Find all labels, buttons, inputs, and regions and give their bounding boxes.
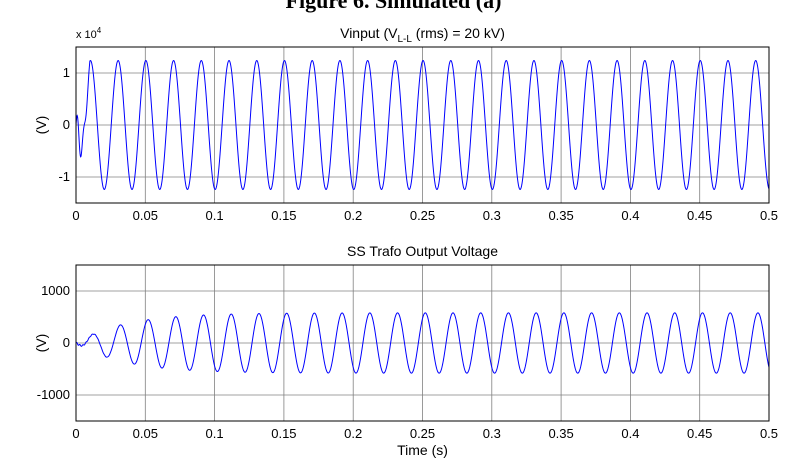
plot-trafo-output-y-axis-label: (V) bbox=[33, 334, 49, 353]
x-tick-label: 0.05 bbox=[133, 426, 158, 441]
plot-vinput-y-axis-label: (V) bbox=[33, 116, 49, 135]
plot-vinput-frame bbox=[75, 46, 770, 204]
x-tick-label: 0.45 bbox=[687, 208, 712, 223]
plot-trafo-output-y-ticks: -1000 0 1000 bbox=[37, 283, 70, 402]
x-tick-label: 0.2 bbox=[344, 208, 362, 223]
x-tick-label: 0.45 bbox=[687, 426, 712, 441]
x-tick-label: 0.3 bbox=[483, 426, 501, 441]
plot-trafo-output: 0 0.05 0.1 0.15 0.2 0.25 0.3 0.35 0.4 0.45 0.5 -10… bbox=[33, 243, 778, 458]
x-tick-label: 0.25 bbox=[410, 208, 435, 223]
x-tick-label: 0.4 bbox=[621, 208, 639, 223]
plot-trafo-output-x-axis-label: Time (s) bbox=[397, 442, 448, 458]
x-tick-label: 0.1 bbox=[206, 426, 224, 441]
x-tick-label: 0.15 bbox=[271, 426, 296, 441]
plot-trafo-output-title: SS Trafo Output Voltage bbox=[347, 243, 498, 259]
plot-vinput: 0 0.05 0.1 0.15 0.2 0.25 0.3 0.35 0.4 0.45 0.5 -1 0… bbox=[33, 25, 778, 223]
series-line bbox=[75, 59, 770, 191]
y-tick-label: -1 bbox=[58, 169, 70, 184]
x-tick-label: 0.15 bbox=[271, 208, 296, 223]
x-tick-label: 0 bbox=[72, 208, 79, 223]
x-tick-label: 0.1 bbox=[206, 208, 224, 223]
x-tick-label: 0.25 bbox=[410, 426, 435, 441]
x-tick-label: 0.35 bbox=[548, 208, 573, 223]
x-tick-label: 0.5 bbox=[760, 208, 778, 223]
plot-vinput-exponent-label: x 104 bbox=[76, 26, 102, 41]
figure-caption: Figure 6. Simulated (a) bbox=[285, 0, 502, 13]
plot-trafo-output-grid bbox=[76, 265, 769, 421]
plot-trafo-output-frame bbox=[75, 264, 770, 422]
series-line bbox=[75, 312, 770, 374]
x-tick-label: 0 bbox=[72, 426, 79, 441]
plot-vinput-series bbox=[75, 59, 770, 191]
plot-trafo-output-x-ticks: 0 0.05 0.1 0.15 0.2 0.25 0.3 0.35 0.4 0.45 0.5 bbox=[72, 426, 778, 441]
x-tick-label: 0.2 bbox=[344, 426, 362, 441]
plot-trafo-output-series bbox=[75, 312, 770, 374]
plot-vinput-x-ticks: 0 0.05 0.1 0.15 0.2 0.25 0.3 0.35 0.4 0.45 0.5 bbox=[72, 208, 778, 223]
x-tick-label: 0.5 bbox=[760, 426, 778, 441]
x-tick-label: 0.3 bbox=[483, 208, 501, 223]
x-tick-label: 0.35 bbox=[548, 426, 573, 441]
y-tick-label: 0 bbox=[63, 335, 70, 350]
x-tick-label: 0.4 bbox=[621, 426, 639, 441]
plot-vinput-y-ticks: -1 0 1 bbox=[58, 65, 70, 184]
x-tick-label: 0.05 bbox=[133, 208, 158, 223]
y-tick-label: 1000 bbox=[41, 283, 70, 298]
y-tick-label: 0 bbox=[63, 117, 70, 132]
y-tick-label: 1 bbox=[63, 65, 70, 80]
plot-vinput-grid bbox=[76, 47, 769, 203]
y-tick-label: -1000 bbox=[37, 387, 70, 402]
plot-vinput-title: Vinput (VL-L (rms) = 20 kV) bbox=[340, 25, 505, 45]
